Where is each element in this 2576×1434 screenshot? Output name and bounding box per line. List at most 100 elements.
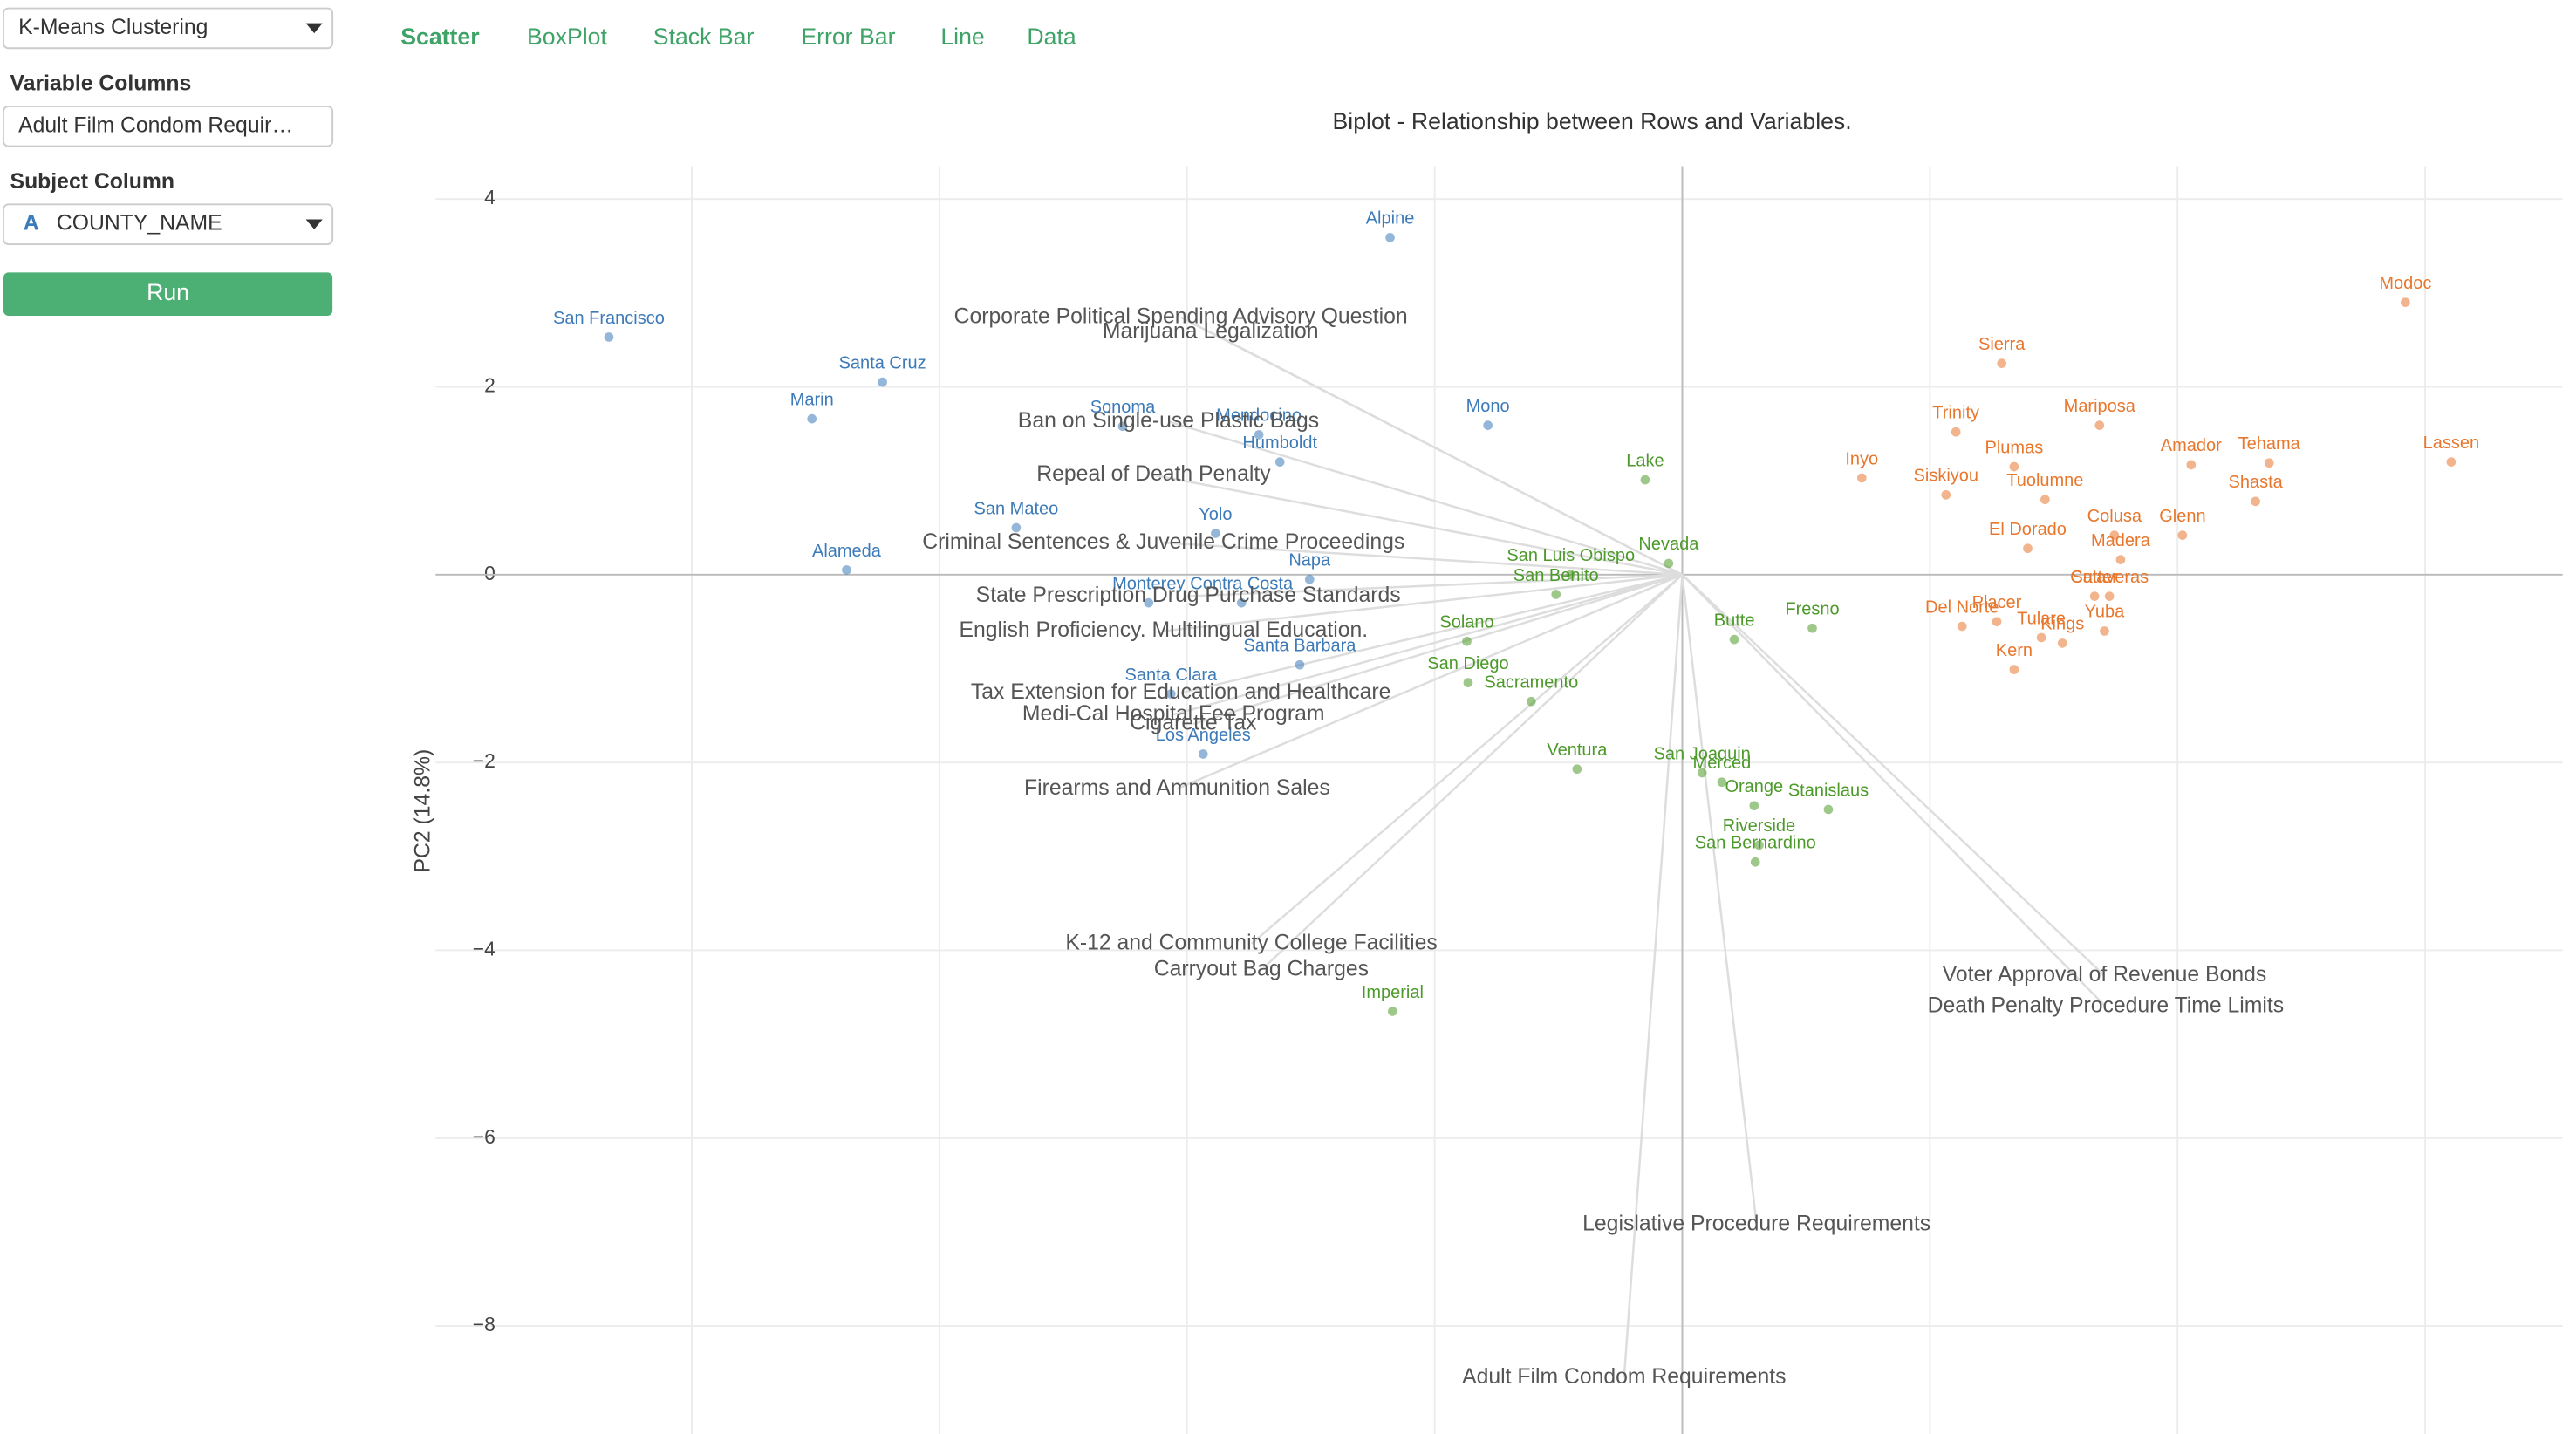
loading-label: Repeal of Death Penalty xyxy=(1036,462,1271,486)
y-tick-label: 2 xyxy=(484,374,495,397)
loading-label: Voter Approval of Revenue Bonds xyxy=(1943,963,2267,987)
point xyxy=(1165,689,1176,699)
point xyxy=(2100,626,2109,636)
point-label: Kings xyxy=(2040,615,2084,634)
point xyxy=(2264,458,2274,468)
point-label: San Joaquin xyxy=(1654,744,1751,763)
tab[interactable]: Data xyxy=(1027,24,1076,50)
point-label: Sonoma xyxy=(1090,398,1156,417)
field-label: Subject Column xyxy=(10,170,174,194)
point-label: Calaveras xyxy=(2070,568,2149,587)
point xyxy=(2057,638,2067,648)
point-label: Modoc xyxy=(2379,274,2431,293)
run-button[interactable] xyxy=(3,272,333,316)
point xyxy=(1951,427,1961,437)
point xyxy=(1295,659,1305,670)
tab[interactable]: Stack Bar xyxy=(653,24,755,50)
point-label: Tuolumne xyxy=(2006,471,2083,490)
method-value: K-Means Clustering xyxy=(18,16,208,39)
point-label: Solano xyxy=(1439,613,1493,632)
point xyxy=(2186,460,2197,470)
point-label: Madera xyxy=(2091,531,2151,550)
loading-vector xyxy=(1261,573,1684,971)
loading-vector xyxy=(1172,573,1683,716)
dropdown-arrow xyxy=(305,23,323,34)
point xyxy=(1807,623,1817,633)
loading-vector xyxy=(1623,574,1684,1378)
point xyxy=(1144,598,1154,608)
point-label: Siskiyou xyxy=(1914,467,1978,486)
loading-label: Death Penalty Procedure Time Limits xyxy=(1928,994,2285,1018)
variable-columns-input[interactable] xyxy=(2,105,334,147)
chart-title: Biplot - Relationship between Rows and V… xyxy=(1333,108,1852,134)
y-tick-label: 4 xyxy=(484,186,495,208)
point xyxy=(1997,358,2007,368)
point xyxy=(2009,665,2019,674)
point xyxy=(1572,764,1582,775)
loading-vector xyxy=(1250,573,1684,945)
point-label: Ventura xyxy=(1547,741,1608,760)
point-label: Glenn xyxy=(2159,507,2205,526)
loading-label: English Proficiency. Multilingual Educat… xyxy=(959,618,1368,642)
point-label: Sacramento xyxy=(1484,673,1578,692)
point-label: San Bernardino xyxy=(1695,834,1816,853)
point xyxy=(1117,421,1128,432)
point xyxy=(1462,636,1472,646)
point xyxy=(2177,530,2188,540)
point-label: Plumas xyxy=(1985,438,2044,457)
point-label: Tehama xyxy=(2238,434,2301,454)
point xyxy=(2104,591,2115,601)
loading-vector xyxy=(1188,573,1683,598)
point-label: Napa xyxy=(1288,551,1331,570)
point-label: Orange xyxy=(1725,777,1783,796)
point xyxy=(1274,457,1285,467)
point xyxy=(1566,570,1576,580)
point xyxy=(1957,621,1967,632)
point-label: San Mateo xyxy=(974,499,1059,518)
point-label: Yolo xyxy=(1199,505,1232,524)
loading-vector xyxy=(1180,573,1683,694)
loading-label: Ban on Single-use Plastic Bags xyxy=(1018,409,1319,433)
point xyxy=(878,377,887,387)
loading-label: Marijuana Legalization xyxy=(1103,320,1319,344)
loading-label: K-12 and Community College Facilities xyxy=(1065,931,1437,954)
point xyxy=(2115,555,2126,564)
tab[interactable]: Scatter xyxy=(400,24,479,50)
tab[interactable]: BoxPlot xyxy=(527,24,607,50)
loading-label: Adult Film Condom Requirements xyxy=(1462,1365,1786,1389)
point-label: Mendocino xyxy=(1216,406,1302,426)
point xyxy=(1749,801,1759,811)
point-label: Del Norte xyxy=(1925,598,1999,617)
point xyxy=(2009,461,2019,472)
point xyxy=(2040,495,2050,505)
y-tick-label: −8 xyxy=(473,1313,495,1335)
loading-label: Tax Extension for Education and Healthca… xyxy=(971,680,1391,704)
subject-column-value: COUNTY_NAME xyxy=(57,212,222,236)
loading-vector xyxy=(1176,573,1683,790)
point-label: Mono xyxy=(1466,397,1510,416)
point-label: Los Angeles xyxy=(1156,726,1251,745)
point xyxy=(2023,543,2033,554)
point-label: Marin xyxy=(790,390,834,409)
point-label: Contra Costa xyxy=(1190,574,1294,593)
point xyxy=(2089,591,2100,601)
point-label: Fresno xyxy=(1785,600,1839,619)
loading-label: Firearms and Ammunition Sales xyxy=(1024,776,1330,800)
tab[interactable]: Error Bar xyxy=(801,24,895,50)
point-label: Colusa xyxy=(2087,507,2142,526)
method-dropdown[interactable] xyxy=(2,7,334,50)
point-label: Butte xyxy=(1714,611,1755,630)
point xyxy=(2251,496,2260,507)
point xyxy=(1198,749,1208,759)
point xyxy=(1236,598,1247,608)
point xyxy=(1754,840,1764,850)
point xyxy=(1856,473,1867,483)
subject-column-dropdown[interactable] xyxy=(2,203,334,245)
point xyxy=(1011,522,1022,533)
point-label: Kern xyxy=(1996,641,2033,660)
point xyxy=(1483,420,1493,430)
point-label: Sutter xyxy=(2071,568,2118,587)
tab[interactable]: Line xyxy=(940,24,984,50)
point xyxy=(1551,590,1561,599)
